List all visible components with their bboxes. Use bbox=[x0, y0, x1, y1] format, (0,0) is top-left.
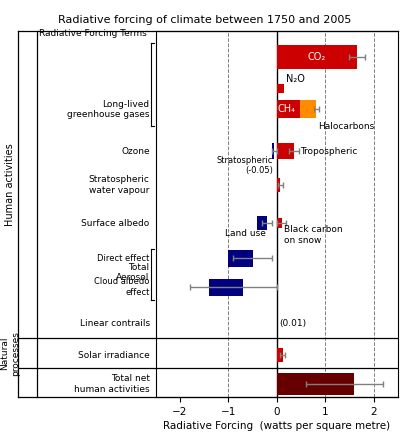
Text: Black carbon
on snow: Black carbon on snow bbox=[283, 225, 342, 244]
Text: Long-lived
greenhouse gases: Long-lived greenhouse gases bbox=[67, 100, 149, 119]
Text: Human activities: Human activities bbox=[5, 143, 15, 226]
Bar bbox=[276, 143, 293, 159]
Text: N₂O: N₂O bbox=[286, 74, 305, 84]
Text: CH₄: CH₄ bbox=[277, 105, 295, 114]
Bar bbox=[299, 100, 316, 119]
Bar bbox=[276, 100, 299, 119]
Bar bbox=[209, 279, 242, 295]
Bar bbox=[257, 217, 266, 230]
Text: Total
Aerosol: Total Aerosol bbox=[116, 263, 149, 282]
Text: Linear contrails: Linear contrails bbox=[79, 319, 149, 328]
Text: Total net
human activities: Total net human activities bbox=[74, 374, 149, 393]
Bar bbox=[276, 178, 279, 192]
Text: Ozone: Ozone bbox=[121, 147, 149, 156]
Text: Solar irradiance: Solar irradiance bbox=[78, 351, 149, 359]
Text: Surface albedo: Surface albedo bbox=[81, 219, 149, 228]
Text: Halocarbons: Halocarbons bbox=[317, 122, 374, 131]
Text: CO₂: CO₂ bbox=[307, 52, 325, 62]
X-axis label: Radiative Forcing  (watts per square metre): Radiative Forcing (watts per square metr… bbox=[163, 421, 389, 431]
Bar bbox=[276, 373, 353, 395]
Text: Radiative Forcing Terms: Radiative Forcing Terms bbox=[39, 29, 146, 37]
Text: Radiative forcing of climate between 1750 and 2005: Radiative forcing of climate between 175… bbox=[58, 15, 351, 26]
Bar bbox=[276, 218, 281, 228]
Text: Natural
processes: Natural processes bbox=[0, 331, 20, 376]
Text: Tropospheric: Tropospheric bbox=[299, 147, 357, 156]
Text: Direct effect: Direct effect bbox=[97, 254, 149, 263]
Bar bbox=[228, 250, 252, 267]
Bar bbox=[276, 348, 282, 362]
Text: Stratospheric
water vapour: Stratospheric water vapour bbox=[89, 176, 149, 195]
Bar bbox=[271, 143, 274, 159]
Bar bbox=[276, 45, 356, 69]
Text: Cloud albedo
effect: Cloud albedo effect bbox=[94, 277, 149, 297]
Text: Land use: Land use bbox=[225, 229, 265, 238]
Bar bbox=[276, 84, 284, 93]
Text: (0.01): (0.01) bbox=[279, 319, 306, 328]
Text: Stratospheric
(-0.05): Stratospheric (-0.05) bbox=[216, 156, 273, 175]
